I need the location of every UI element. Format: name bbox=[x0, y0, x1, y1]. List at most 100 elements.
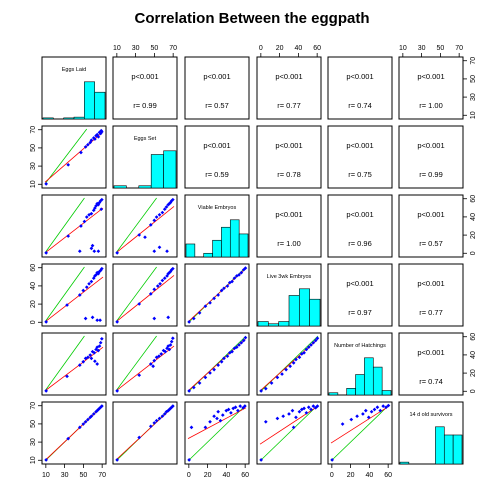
axis-tick-label: 0 bbox=[259, 45, 263, 52]
axis-tick-label: 70 bbox=[169, 45, 177, 52]
histogram-bar bbox=[268, 323, 279, 327]
data-point bbox=[152, 316, 157, 321]
data-point bbox=[315, 404, 320, 408]
data-point bbox=[82, 219, 87, 224]
identity-line bbox=[44, 128, 88, 185]
data-point bbox=[95, 362, 100, 366]
data-point bbox=[361, 412, 365, 416]
data-point bbox=[302, 406, 306, 411]
data-point bbox=[355, 414, 359, 419]
r-value-text: r= 0.74 bbox=[348, 101, 372, 110]
histogram-bar bbox=[229, 219, 240, 258]
r-value-text: r= 0.96 bbox=[348, 239, 372, 248]
data-point bbox=[88, 353, 93, 357]
data-point bbox=[44, 251, 48, 255]
data-point bbox=[232, 276, 237, 281]
axis-tick-label: 10 bbox=[113, 45, 121, 52]
data-point bbox=[243, 335, 248, 340]
regression-line bbox=[44, 346, 104, 392]
axis-tick-label: 10 bbox=[30, 180, 37, 188]
p-value-text: p<0.001 bbox=[417, 210, 444, 219]
panel-r3-c5 bbox=[327, 194, 393, 258]
data-point bbox=[313, 338, 318, 343]
panel-r2-c6 bbox=[398, 125, 464, 189]
data-point bbox=[157, 245, 162, 250]
data-point bbox=[219, 359, 224, 364]
axis-tick-label: 20 bbox=[30, 300, 37, 308]
data-point bbox=[297, 409, 302, 414]
data-point bbox=[44, 182, 48, 186]
data-point bbox=[304, 411, 309, 415]
panel-r2-c3 bbox=[184, 125, 250, 189]
data-point bbox=[89, 279, 94, 284]
data-point bbox=[77, 249, 82, 254]
histogram-bar bbox=[221, 226, 231, 258]
panel-r2-c4 bbox=[256, 125, 322, 189]
data-point bbox=[171, 336, 175, 341]
histogram-bar bbox=[73, 116, 85, 120]
histogram-bar bbox=[203, 252, 213, 258]
axis-tick-label: 60 bbox=[384, 472, 392, 479]
axis-tick-label: 0 bbox=[470, 251, 477, 255]
axis-tick-label: 0 bbox=[470, 389, 477, 393]
panel-r4-c2 bbox=[112, 263, 178, 327]
panel-r4-c6 bbox=[398, 263, 464, 327]
data-point bbox=[79, 224, 83, 228]
histogram-bar bbox=[346, 388, 356, 396]
axis-tick-label: 40 bbox=[30, 282, 37, 290]
data-point bbox=[66, 436, 71, 441]
data-point bbox=[152, 421, 157, 425]
data-point bbox=[384, 405, 388, 410]
data-point bbox=[203, 425, 208, 430]
panel-r3-c2 bbox=[112, 194, 178, 258]
data-point bbox=[237, 273, 241, 277]
histogram-bar bbox=[364, 357, 374, 396]
data-point bbox=[137, 373, 142, 378]
axis-tick-label: 0 bbox=[187, 472, 191, 479]
data-point bbox=[216, 409, 220, 414]
panel-r1-c5 bbox=[327, 56, 393, 120]
data-point bbox=[81, 288, 86, 293]
data-point bbox=[280, 372, 284, 376]
axis-tick-label: 70 bbox=[470, 57, 477, 65]
identity-line bbox=[115, 197, 157, 254]
panel-r3-c1 bbox=[41, 194, 107, 258]
data-point bbox=[100, 129, 104, 134]
axis-tick-label: 30 bbox=[30, 438, 37, 446]
regression-line bbox=[259, 405, 319, 445]
panel-r2-c1 bbox=[41, 125, 107, 189]
data-point bbox=[157, 416, 162, 421]
data-point bbox=[281, 414, 286, 419]
axis-tick-label: 20 bbox=[276, 45, 284, 52]
data-point bbox=[115, 458, 119, 462]
data-point bbox=[203, 375, 208, 380]
data-point bbox=[100, 197, 104, 202]
r-value-text: r= 0.57 bbox=[205, 101, 229, 110]
data-point bbox=[152, 218, 157, 223]
data-point bbox=[189, 425, 194, 430]
data-point bbox=[152, 249, 157, 254]
data-point bbox=[372, 407, 377, 412]
data-point bbox=[187, 389, 191, 393]
panel-r6-c1 bbox=[41, 401, 107, 465]
data-point bbox=[97, 344, 102, 348]
data-point bbox=[304, 347, 309, 352]
p-value-text: p<0.001 bbox=[346, 210, 373, 219]
data-point bbox=[137, 302, 142, 306]
data-point bbox=[148, 424, 153, 429]
histogram-bar bbox=[238, 233, 249, 258]
data-point bbox=[216, 363, 220, 367]
data-point bbox=[311, 404, 316, 408]
data-point bbox=[208, 371, 212, 375]
data-point bbox=[222, 356, 226, 361]
histogram-bar bbox=[435, 426, 445, 465]
data-point bbox=[306, 345, 311, 350]
data-point bbox=[275, 375, 280, 380]
panel-r6-c4 bbox=[256, 401, 322, 465]
data-point bbox=[166, 315, 171, 320]
axis-tick-label: 70 bbox=[30, 402, 37, 410]
p-value-text: p<0.001 bbox=[346, 141, 373, 150]
regression-line bbox=[44, 276, 104, 323]
data-point bbox=[115, 389, 119, 393]
histogram-bar bbox=[299, 288, 310, 327]
